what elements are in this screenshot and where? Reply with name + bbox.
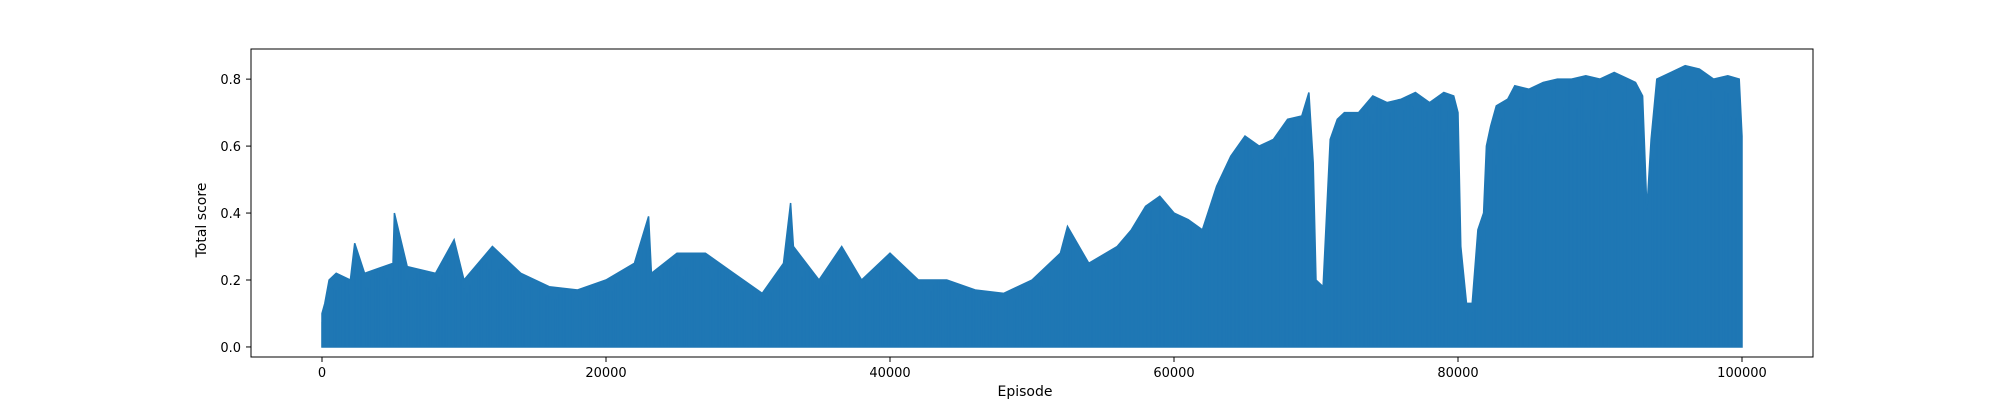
x-tick-label: 40000 [869, 366, 910, 381]
axes-layer: 0 20000 40000 60000 80000 100000 0.0 0.2 0.4 0.6 0… [220, 48, 1814, 381]
y-tick-label: 0.2 [220, 274, 241, 289]
x-tick-label: 0 [318, 366, 326, 381]
x-tick-label: 100000 [1717, 366, 1767, 381]
y-tick-label: 0.8 [220, 73, 241, 88]
x-tick-label: 20000 [585, 366, 626, 381]
y-axis-label: Total score [194, 183, 210, 259]
y-tick-label: 0.0 [220, 341, 241, 356]
plot-layer [321, 64, 1743, 348]
y-tick-label: 0.4 [220, 207, 241, 222]
x-tick-label: 60000 [1153, 366, 1194, 381]
x-tick-label: 80000 [1437, 366, 1478, 381]
x-axis-label: Episode [998, 384, 1053, 400]
plot-frame [250, 48, 1814, 358]
y-tick-label: 0.6 [220, 140, 241, 155]
